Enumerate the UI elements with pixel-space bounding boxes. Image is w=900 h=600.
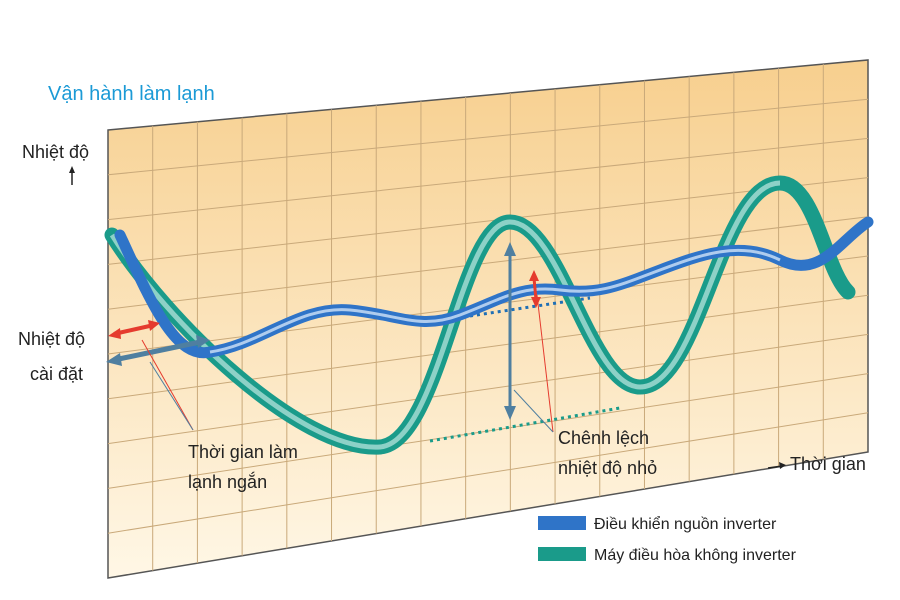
pointer bbox=[141, 339, 194, 431]
pointer bbox=[536, 294, 554, 433]
grid bbox=[107, 64, 869, 571]
legend-swatch bbox=[538, 547, 586, 561]
set-temp-label: cài đặt bbox=[30, 364, 83, 384]
arrowhead bbox=[504, 406, 516, 420]
short-time-label: lạnh ngắn bbox=[188, 471, 267, 492]
grid-line bbox=[107, 412, 869, 534]
blue-arrow bbox=[113, 339, 201, 363]
grid-line bbox=[107, 137, 869, 221]
grid-line bbox=[107, 98, 869, 176]
arrowhead bbox=[196, 335, 210, 348]
red-arrow bbox=[113, 323, 155, 336]
arrowhead bbox=[148, 320, 160, 331]
red-arrow bbox=[532, 277, 538, 301]
grid-line bbox=[107, 333, 869, 445]
y-axis-label: Nhiệt độ bbox=[22, 142, 89, 162]
curve-highlight bbox=[209, 248, 781, 354]
arrowhead bbox=[529, 270, 539, 281]
x-axis-arrowhead bbox=[779, 462, 786, 469]
small-diff-label: nhiệt độ nhỏ bbox=[558, 458, 657, 478]
arrowhead bbox=[531, 297, 541, 308]
arrowhead bbox=[106, 353, 122, 366]
grid-line bbox=[107, 216, 869, 310]
panel bbox=[107, 59, 869, 579]
legend-label: Điều khiển nguồn inverter bbox=[594, 515, 777, 533]
pointer bbox=[513, 389, 554, 433]
set-temp-label: Nhiệt độ bbox=[18, 329, 85, 349]
title: Vận hành làm lạnh bbox=[48, 83, 215, 105]
arrowhead bbox=[108, 328, 121, 339]
x-axis-label: Thời gian bbox=[790, 454, 866, 474]
arrowhead bbox=[504, 242, 516, 256]
small-diff-label: Chênh lệch bbox=[558, 428, 649, 448]
short-time-label: Thời gian làm bbox=[188, 442, 298, 462]
curve-highlight bbox=[109, 180, 781, 450]
y-axis-arrowhead bbox=[69, 166, 75, 173]
legend-label: Máy điều hòa không inverter bbox=[594, 547, 797, 564]
legend-swatch bbox=[538, 516, 586, 530]
grid-line bbox=[107, 177, 869, 265]
pointer bbox=[149, 361, 194, 431]
